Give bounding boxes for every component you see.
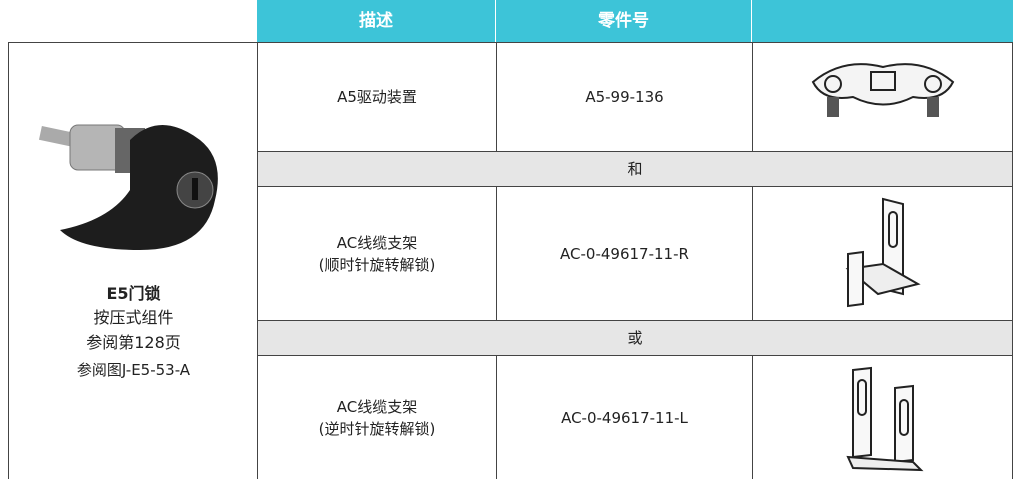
description-cell: AC线缆支架 (逆时针旋转解锁) [257, 355, 497, 479]
part-cell: AC-0-49617-11-L [496, 355, 753, 479]
image-cell [752, 42, 1013, 152]
image-cell [752, 355, 1013, 479]
product-title: E5门锁 [106, 284, 161, 303]
description-text: (顺时针旋转解锁) [318, 255, 436, 274]
product-line: 参阅第128页 [86, 333, 181, 352]
bracket-image [845, 197, 921, 307]
part-number: AC-0-49617-11-L [561, 408, 688, 427]
product-line: 按压式组件 [93, 308, 174, 327]
description-text: A5驱动装置 [337, 88, 417, 106]
bracket-image [845, 366, 923, 472]
separator-text: 和 [627, 160, 643, 178]
part-cell: AC-0-49617-11-R [496, 186, 753, 321]
separator-row: 或 [257, 320, 1013, 356]
separator-row: 和 [257, 151, 1013, 187]
lock-image [38, 124, 218, 250]
image-cell [752, 186, 1013, 321]
description-text: (逆时针旋转解锁) [318, 419, 436, 438]
product-cell: E5门锁 按压式组件 参阅第128页 参阅图J-E5-53-A [8, 42, 258, 479]
header-cell: 零件号 [496, 0, 752, 42]
part-number: AC-0-49617-11-R [560, 244, 689, 263]
description-text: AC线缆支架 [336, 233, 418, 252]
description-text: AC线缆支架 [336, 397, 418, 416]
drive-image [811, 63, 954, 117]
header-text: 零件号 [598, 11, 649, 31]
product-line: 参阅图J-E5-53-A [76, 361, 191, 379]
description-cell: AC线缆支架 (顺时针旋转解锁) [257, 186, 497, 321]
separator-text: 或 [627, 329, 643, 347]
part-cell: A5-99-136 [496, 42, 753, 152]
header-cell [752, 0, 1013, 42]
part-number: A5-99-136 [585, 88, 664, 106]
description-cell: A5驱动装置 [257, 42, 497, 152]
header-text: 描述 [359, 11, 393, 31]
header-cell: 描述 [257, 0, 496, 42]
